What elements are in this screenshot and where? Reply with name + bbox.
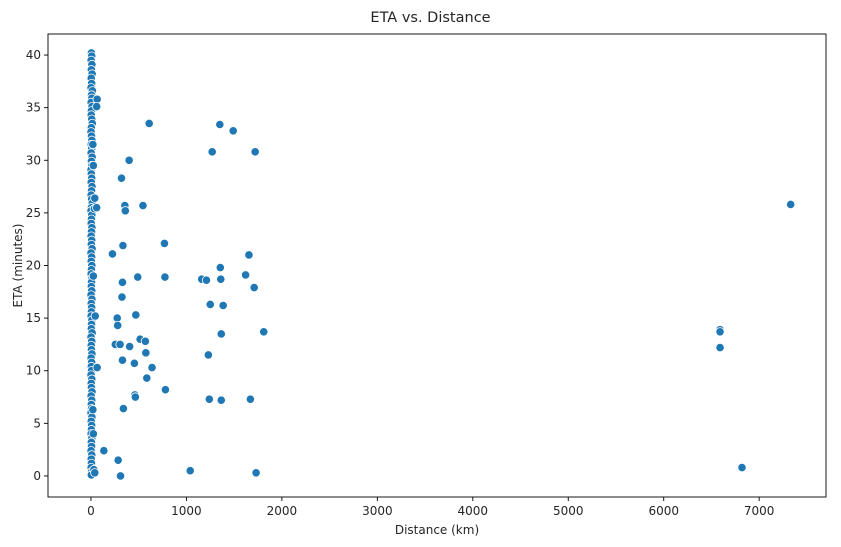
data-point [144,118,154,129]
y-tick-label: 35 [26,101,41,115]
data-point [160,272,170,282]
data-point [124,155,134,165]
data-point [142,373,152,383]
x-tick-label: 7000 [744,504,775,518]
data-point [244,250,254,260]
data-point [115,471,126,481]
data-point [117,277,128,287]
y-axis: 0 5 10 15 20 25 30 35 40 [26,48,48,483]
x-tick-label: 2000 [267,504,298,518]
data-point [201,275,212,285]
data-point [118,240,128,251]
data-point [141,348,151,358]
data-point [92,203,102,213]
data-point [120,206,130,216]
data-point [245,394,255,404]
data-point [88,160,98,171]
data-point [92,102,102,112]
data-point [107,249,118,259]
data-point [250,147,260,157]
data-point [118,404,129,414]
data-point [116,173,127,183]
x-axis-label: Distance (km) [395,523,479,537]
y-tick-label: 15 [26,311,41,325]
data-point [249,282,259,293]
data-point [207,147,217,157]
data-point [88,405,98,415]
chart-title: ETA vs. Distance [370,10,490,26]
x-tick-label: 4000 [458,504,489,518]
data-point [92,362,102,373]
data-point [216,329,226,339]
y-tick-label: 20 [26,259,41,273]
data-point [117,355,128,365]
data-point [147,362,157,373]
data-point [715,342,725,353]
data-point [786,199,796,210]
y-axis-label: ETA (minutes) [11,224,25,308]
data-point [140,336,150,346]
data-point [115,339,125,350]
data-point [215,262,225,273]
y-tick-label: 30 [26,153,41,167]
data-point [159,238,170,248]
x-tick-label: 3000 [362,504,393,518]
y-tick-label: 10 [26,364,41,378]
x-tick-label: 0 [87,504,95,518]
data-point [129,358,139,368]
data-point [88,271,98,281]
data-point [117,292,127,302]
data-point [113,320,123,331]
data-point [241,270,251,280]
data-point [251,468,261,478]
x-tick-label: 5000 [553,504,584,518]
data-point [90,193,100,203]
data-point [130,392,140,402]
y-tick-label: 40 [26,48,41,62]
data-point [185,466,195,476]
data-point [90,311,100,321]
data-point [160,385,171,395]
x-tick-label: 1000 [171,504,202,518]
data-point [88,139,98,150]
y-tick-label: 5 [33,416,41,430]
data-point [203,350,213,360]
data-point [90,468,100,478]
points-layer [86,48,796,481]
data-point [113,455,123,465]
data-point [215,119,225,130]
data-point [216,395,226,405]
y-tick-label: 0 [33,469,41,483]
data-point [204,394,214,404]
data-point [88,429,98,439]
data-point [228,126,238,136]
x-tick-label: 6000 [648,504,679,518]
y-tick-label: 25 [26,206,41,220]
data-point [715,327,725,337]
data-point [125,341,135,352]
data-point [99,446,109,456]
data-point [218,300,228,311]
data-point [259,327,269,337]
data-point [737,462,747,473]
data-point [205,299,215,310]
data-point [138,200,148,211]
data-point [133,272,143,282]
x-axis: 0 1000 2000 3000 4000 5000 6000 7000 [87,497,774,518]
data-point [216,274,226,284]
data-point [131,310,141,320]
